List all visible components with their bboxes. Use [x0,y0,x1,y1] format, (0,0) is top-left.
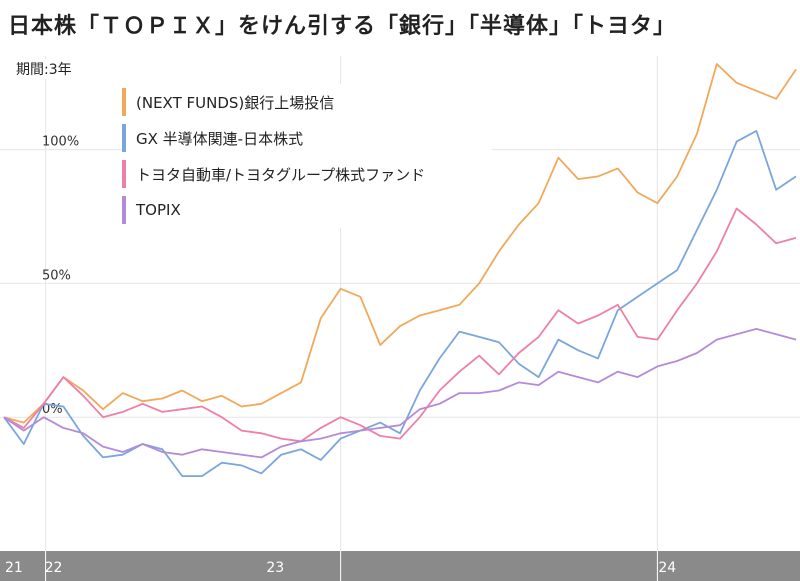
legend-item: (NEXT FUNDS)銀行上場投信 [122,84,492,120]
y-tick-label: 50% [42,268,71,283]
x-tick-label: 22 [45,560,63,576]
x-tick-label: 23 [266,560,284,576]
y-tick-label: 100% [42,135,79,150]
legend-item: トヨタ自動車/トヨタグループ株式ファンド [122,156,492,192]
series-line-3 [3,328,797,459]
legend-label: (NEXT FUNDS)銀行上場投信 [136,93,335,112]
legend: (NEXT FUNDS)銀行上場投信 GX 半導体関連-日本株式トヨタ自動車/トヨ… [122,84,492,228]
chart-area: 0% 50% 100% 21 22 23 24 期間:3年 (NEXT FUNDS)銀行上… [0,56,800,581]
series-line-0 [3,63,797,424]
legend-swatch [122,160,126,188]
legend-item: GX 半導体関連-日本株式 [122,120,492,156]
y-axis-labels: 0%50%100% [42,135,79,418]
x-tick-label: 24 [658,560,676,576]
line-chart: 0%50%100% 21 22 23 24 [0,56,800,581]
legend-label: トヨタ自動車/トヨタグループ株式ファンド [136,165,426,184]
period-label: 期間:3年 [14,59,74,79]
legend-swatch [122,124,126,152]
x-axis-bar: 21 22 23 24 [0,551,800,581]
chart-title: 日本株「ＴＯＰＩＸ」をけん引する「銀行」「半導体」「トヨタ」 [8,14,677,39]
x-axis-band [0,551,800,581]
legend-swatch [122,88,126,116]
legend-swatch [122,196,126,224]
x-tick-label: 21 [5,560,23,576]
series-line-2 [3,207,797,443]
legend-label: TOPIX [136,201,181,219]
series-lines [3,63,797,477]
legend-label: GX 半導体関連-日本株式 [136,129,304,148]
legend-item: TOPIX [122,192,492,228]
